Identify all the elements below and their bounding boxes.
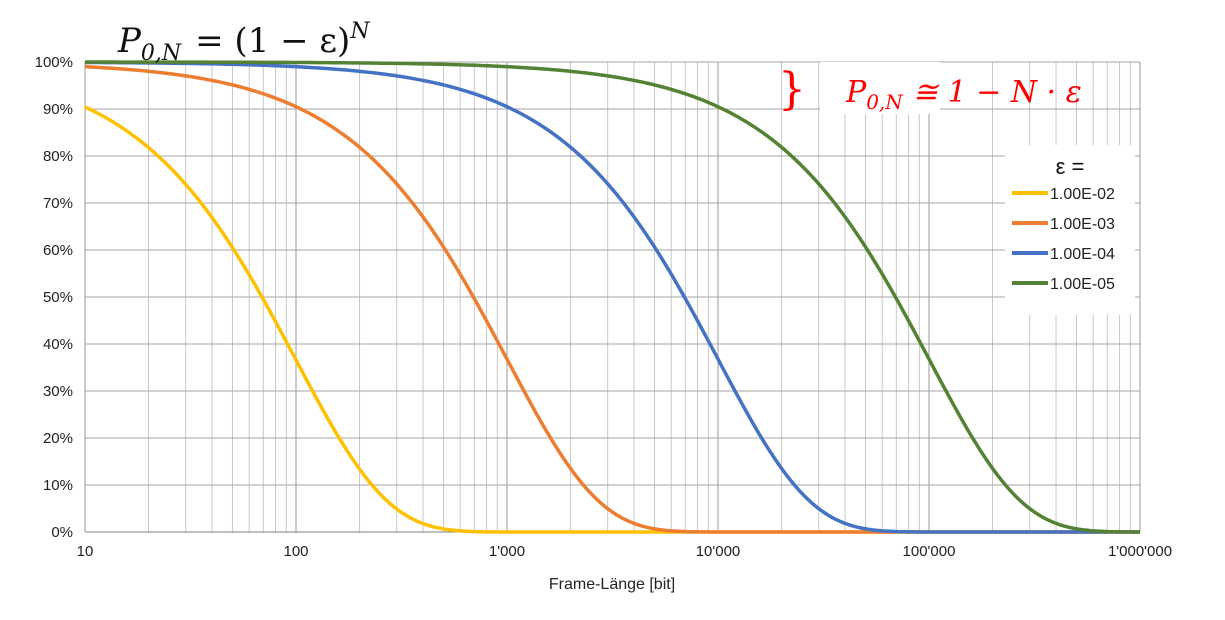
formula-main-lhs: P <box>117 21 142 61</box>
series-line-2 <box>84 64 1140 534</box>
formula-approx-box <box>820 62 940 114</box>
series-line-4 <box>85 60 1141 534</box>
y-tick-label: 100% <box>35 54 73 71</box>
series-layer <box>84 60 1141 534</box>
y-tick-label: 40% <box>43 336 73 353</box>
formula-main-rhs-sup: N <box>349 19 370 44</box>
series-line-3 <box>84 60 1140 534</box>
series-line-1 <box>84 105 1140 534</box>
x-axis-ticks: 10 100 1'000 10'000 100'000 1'000'000 <box>77 543 1172 560</box>
x-axis-title: Frame-Länge [bit] <box>549 576 675 593</box>
y-tick-label: 20% <box>43 430 73 447</box>
formula-approx-rhs: ≅ 1 − N · ε <box>913 75 1082 110</box>
x-tick-label: 10 <box>77 543 94 560</box>
y-tick-label: 10% <box>43 477 73 494</box>
formula-approx-brace: } <box>778 64 806 115</box>
x-tick-label: 1'000 <box>489 543 525 560</box>
x-tick-label: 100'000 <box>903 543 956 560</box>
legend-title: ε = <box>1056 154 1085 179</box>
legend-label-1: 1.00E-02 <box>1050 186 1115 203</box>
legend-label-2: 1.00E-03 <box>1050 216 1115 233</box>
y-tick-label: 90% <box>43 101 73 118</box>
formula-approx-lhs: P <box>845 75 867 110</box>
y-tick-label: 70% <box>43 195 73 212</box>
y-tick-label: 0% <box>51 524 73 541</box>
formula-main: P0,N = (1 − ε)N <box>117 19 370 66</box>
x-tick-label: 10'000 <box>696 543 741 560</box>
y-tick-label: 80% <box>43 148 73 165</box>
y-tick-label: 50% <box>43 289 73 306</box>
y-tick-label: 30% <box>43 383 73 400</box>
formula-main-lhs-sub: 0,N <box>141 41 182 66</box>
formula-main-rhs: = (1 − ε) <box>195 21 350 61</box>
legend-box <box>1005 145 1135 315</box>
grid-major <box>84 61 1141 533</box>
legend-label-4: 1.00E-05 <box>1050 276 1115 293</box>
y-axis-ticks: 0% 10% 20% 30% 40% 50% 60% 70% 80% 90% 100% <box>35 54 73 541</box>
formula-approx-lhs-sub: 0,N <box>866 90 904 114</box>
legend-label-3: 1.00E-04 <box>1050 246 1115 263</box>
formula-approx: P0,N ≅ 1 − N · ε <box>845 75 1082 114</box>
x-tick-label: 1'000'000 <box>1108 543 1172 560</box>
x-tick-label: 100 <box>283 543 308 560</box>
y-tick-label: 60% <box>43 242 73 259</box>
legend-items: 1.00E-02 1.00E-03 1.00E-04 1.00E-05 <box>1012 186 1115 293</box>
